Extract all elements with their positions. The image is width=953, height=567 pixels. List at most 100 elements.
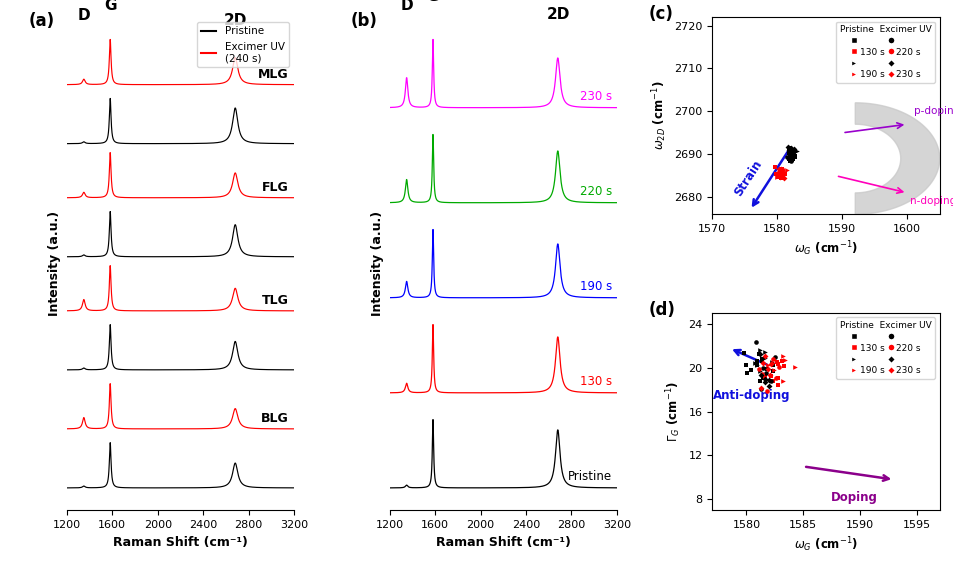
Point bbox=[781, 145, 796, 154]
Text: p-doping: p-doping bbox=[913, 107, 953, 116]
Point bbox=[779, 166, 794, 175]
Point bbox=[755, 364, 770, 373]
Point bbox=[770, 173, 785, 182]
Point bbox=[766, 163, 781, 172]
Point bbox=[752, 377, 767, 386]
Point bbox=[757, 377, 772, 386]
Point bbox=[783, 150, 799, 159]
Text: 130 s: 130 s bbox=[579, 375, 611, 388]
Point bbox=[765, 367, 781, 376]
Point bbox=[784, 153, 800, 162]
Point bbox=[781, 146, 797, 155]
Legend: Pristine, Excimer UV
(240 s): Pristine, Excimer UV (240 s) bbox=[196, 22, 289, 67]
Point bbox=[774, 357, 789, 366]
Point bbox=[782, 153, 798, 162]
Point bbox=[759, 386, 774, 395]
Y-axis label: Intensity (a.u.): Intensity (a.u.) bbox=[49, 211, 61, 316]
Point bbox=[754, 354, 769, 363]
Point bbox=[781, 147, 797, 156]
Text: TLG: TLG bbox=[262, 294, 289, 307]
Point bbox=[765, 360, 781, 369]
Point bbox=[752, 384, 767, 393]
Point bbox=[777, 170, 792, 179]
Point bbox=[749, 356, 764, 365]
Y-axis label: Intensity (a.u.): Intensity (a.u.) bbox=[371, 211, 384, 316]
Point bbox=[772, 167, 787, 176]
Point bbox=[770, 359, 785, 369]
Point bbox=[774, 171, 789, 180]
Text: Strain: Strain bbox=[731, 158, 763, 198]
Point bbox=[781, 149, 796, 158]
Point bbox=[763, 357, 779, 366]
Text: Doping: Doping bbox=[830, 490, 877, 503]
Text: (b): (b) bbox=[351, 12, 377, 30]
Point bbox=[758, 368, 773, 377]
Text: D: D bbox=[77, 8, 91, 23]
Point bbox=[765, 377, 781, 386]
Text: 2D: 2D bbox=[546, 7, 570, 22]
Point bbox=[762, 372, 778, 381]
Point bbox=[749, 361, 764, 370]
Point bbox=[752, 345, 767, 354]
Point bbox=[781, 154, 796, 163]
Point bbox=[742, 365, 758, 374]
Point bbox=[781, 145, 796, 154]
Point bbox=[755, 358, 770, 367]
X-axis label: Raman Shift (cm⁻¹): Raman Shift (cm⁻¹) bbox=[112, 536, 248, 549]
Point bbox=[772, 172, 787, 181]
Point bbox=[781, 153, 797, 162]
Text: Pristine: Pristine bbox=[567, 470, 611, 483]
Point bbox=[754, 370, 769, 379]
Point bbox=[765, 365, 781, 374]
Point bbox=[781, 147, 796, 156]
Point bbox=[772, 166, 787, 175]
Point bbox=[782, 147, 798, 156]
Point bbox=[773, 174, 788, 183]
Point bbox=[785, 145, 801, 154]
Point bbox=[773, 168, 788, 177]
Point bbox=[770, 171, 785, 180]
Y-axis label: $\omega_{2D}$ (cm$^{-1}$): $\omega_{2D}$ (cm$^{-1}$) bbox=[649, 81, 668, 150]
Point bbox=[782, 151, 798, 160]
Point bbox=[771, 164, 786, 174]
Text: 230 s: 230 s bbox=[579, 90, 611, 103]
Point bbox=[753, 371, 768, 380]
X-axis label: $\omega_G$ (cm$^{-1}$): $\omega_G$ (cm$^{-1}$) bbox=[793, 240, 858, 259]
Point bbox=[772, 167, 787, 176]
Point bbox=[786, 153, 801, 162]
Text: (d): (d) bbox=[648, 301, 675, 319]
Point bbox=[782, 143, 798, 153]
Point bbox=[774, 169, 789, 178]
Point bbox=[781, 147, 796, 156]
Point bbox=[768, 373, 783, 382]
Point bbox=[756, 374, 771, 383]
Point bbox=[781, 151, 797, 160]
Point bbox=[763, 359, 779, 369]
X-axis label: Raman Shift (cm⁻¹): Raman Shift (cm⁻¹) bbox=[436, 536, 570, 549]
Point bbox=[784, 149, 800, 158]
Point bbox=[782, 149, 798, 158]
Point bbox=[770, 168, 785, 177]
Point bbox=[755, 373, 770, 382]
Point bbox=[773, 166, 788, 175]
X-axis label: $\omega_G$ (cm$^{-1}$): $\omega_G$ (cm$^{-1}$) bbox=[793, 536, 858, 555]
Point bbox=[773, 171, 788, 180]
Point bbox=[751, 367, 766, 376]
Text: D: D bbox=[400, 0, 413, 12]
Point bbox=[774, 165, 789, 174]
Point bbox=[781, 156, 797, 166]
Point bbox=[748, 361, 763, 370]
Point bbox=[756, 353, 771, 362]
Text: FLG: FLG bbox=[262, 181, 289, 194]
Polygon shape bbox=[950, 412, 953, 532]
Point bbox=[786, 151, 801, 160]
Point bbox=[776, 174, 791, 183]
Point bbox=[757, 348, 772, 357]
Point bbox=[747, 359, 762, 368]
Point bbox=[783, 155, 799, 164]
Point bbox=[761, 371, 777, 380]
Point bbox=[769, 374, 784, 383]
Text: G: G bbox=[104, 0, 116, 13]
Point bbox=[783, 148, 799, 157]
Point bbox=[786, 363, 801, 372]
